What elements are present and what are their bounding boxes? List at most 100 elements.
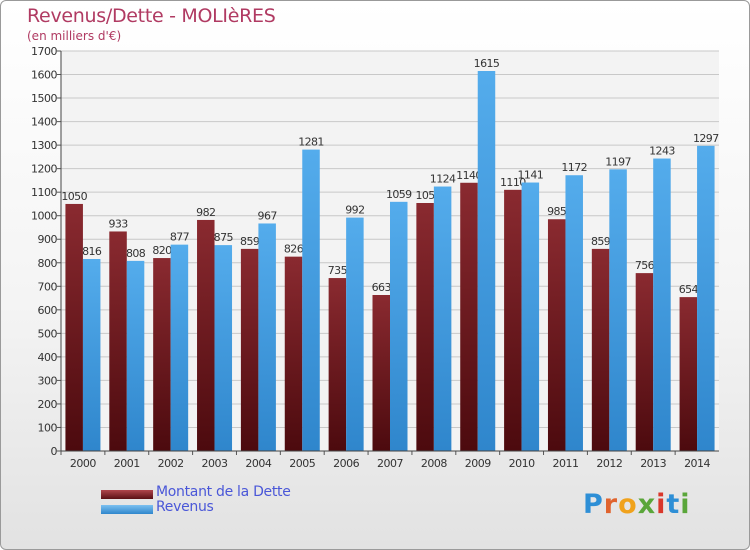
data-label-dette: 105 xyxy=(416,189,436,202)
data-label-dette: 1140 xyxy=(456,169,482,182)
bar-dette xyxy=(153,258,171,451)
bar-dette xyxy=(284,256,303,451)
bar-dette xyxy=(547,219,566,451)
data-label-revenus: 1124 xyxy=(430,173,456,186)
x-tick-label: 2006 xyxy=(333,457,359,470)
data-label-dette: 735 xyxy=(328,264,348,277)
x-tick-label: 2013 xyxy=(640,457,666,470)
data-label-dette: 1050 xyxy=(61,190,87,203)
y-tick-label: 0 xyxy=(51,445,58,458)
bar-revenus xyxy=(565,175,583,451)
data-label-dette: 859 xyxy=(591,235,611,248)
x-tick-label: 2011 xyxy=(552,457,578,470)
x-tick-label: 2007 xyxy=(377,457,403,470)
y-tick-label: 1500 xyxy=(31,92,57,105)
y-tick-label: 200 xyxy=(38,398,58,411)
y-tick-label: 1200 xyxy=(31,163,57,176)
x-tick-label: 2008 xyxy=(421,457,447,470)
data-label-revenus: 1615 xyxy=(474,57,500,70)
bar-dette xyxy=(328,278,347,451)
data-label-revenus: 877 xyxy=(170,231,190,244)
y-tick-label: 600 xyxy=(38,304,58,317)
chart-subtitle: (en milliers d'€) xyxy=(27,29,122,43)
y-tick-label: 800 xyxy=(38,257,58,270)
bar-revenus xyxy=(302,149,320,451)
logo-letter: t xyxy=(666,489,681,520)
data-label-revenus: 967 xyxy=(258,209,278,222)
bar-revenus xyxy=(521,182,540,451)
bar-dette xyxy=(65,203,83,451)
y-tick-label: 1700 xyxy=(31,45,57,58)
bar-revenus xyxy=(258,223,276,451)
data-label-revenus: 1141 xyxy=(518,169,544,182)
y-tick-label: 700 xyxy=(38,280,58,293)
data-label-dette: 859 xyxy=(240,235,260,248)
bar-revenus xyxy=(390,201,408,451)
y-tick-label: 1600 xyxy=(31,69,57,82)
data-label-revenus: 1059 xyxy=(386,188,412,201)
data-label-dette: 1110 xyxy=(500,176,526,189)
y-tick-label: 300 xyxy=(38,374,58,387)
legend-label-dette: Montant de la Dette xyxy=(156,484,291,500)
bar-revenus xyxy=(170,244,189,451)
y-tick-label: 500 xyxy=(38,327,58,340)
data-label-dette: 820 xyxy=(152,244,172,257)
legend-swatch-revenus xyxy=(101,505,153,514)
x-tick-label: 2000 xyxy=(70,457,96,470)
bar-dette xyxy=(591,248,610,451)
bar-dette xyxy=(109,231,127,451)
bar-dette xyxy=(416,203,434,451)
y-tick-label: 400 xyxy=(38,351,58,364)
bar-revenus xyxy=(433,186,452,451)
bar-revenus xyxy=(126,260,145,451)
data-label-revenus: 1297 xyxy=(693,132,719,145)
y-tick-label: 1000 xyxy=(31,210,57,223)
bar-dette xyxy=(372,295,390,451)
y-tick-label: 100 xyxy=(38,421,58,434)
bar-dette xyxy=(240,248,259,451)
bar-revenus xyxy=(477,71,496,451)
data-label-dette: 985 xyxy=(547,205,567,218)
data-label-revenus: 1197 xyxy=(605,155,631,168)
bar-revenus xyxy=(346,217,364,451)
bar-revenus xyxy=(609,169,627,451)
data-label-dette: 933 xyxy=(108,217,128,230)
logo-letter: o xyxy=(618,489,638,520)
legend-label-revenus: Revenus xyxy=(156,499,214,515)
data-label-revenus: 816 xyxy=(82,245,102,258)
bar-dette xyxy=(197,219,215,451)
data-label-revenus: 875 xyxy=(214,231,234,244)
bar-dette xyxy=(679,297,698,451)
logo-letter: x xyxy=(637,489,657,520)
y-tick-label: 1100 xyxy=(31,186,57,199)
logo-letter: r xyxy=(603,489,619,520)
x-tick-label: 2003 xyxy=(202,457,228,470)
x-tick-label: 2009 xyxy=(465,457,491,470)
logo-letter: P xyxy=(583,489,604,520)
bar-dette xyxy=(504,189,522,451)
logo-letter: i xyxy=(680,489,691,520)
x-tick-label: 2005 xyxy=(289,457,315,470)
data-label-revenus: 808 xyxy=(126,247,146,260)
x-tick-label: 2001 xyxy=(114,457,140,470)
data-label-dette: 756 xyxy=(635,259,655,272)
logo-letter: i xyxy=(656,489,667,520)
bar-revenus xyxy=(82,259,101,451)
data-label-dette: 663 xyxy=(372,281,392,294)
data-label-dette: 826 xyxy=(284,243,304,256)
data-label-revenus: 992 xyxy=(345,204,364,217)
proxiti-logo: Proxiti xyxy=(583,489,691,520)
legend-swatch-dette xyxy=(101,490,153,499)
bar-revenus xyxy=(653,158,671,451)
y-tick-label: 900 xyxy=(38,233,58,246)
x-tick-label: 2010 xyxy=(509,457,535,470)
chart-title: Revenus/Dette - MOLIèRES xyxy=(27,5,276,27)
x-tick-label: 2002 xyxy=(158,457,184,470)
data-label-revenus: 1243 xyxy=(649,145,675,158)
x-tick-label: 2012 xyxy=(596,457,622,470)
data-label-dette: 654 xyxy=(679,283,699,296)
data-label-revenus: 1281 xyxy=(298,136,324,149)
bar-dette xyxy=(635,273,654,451)
